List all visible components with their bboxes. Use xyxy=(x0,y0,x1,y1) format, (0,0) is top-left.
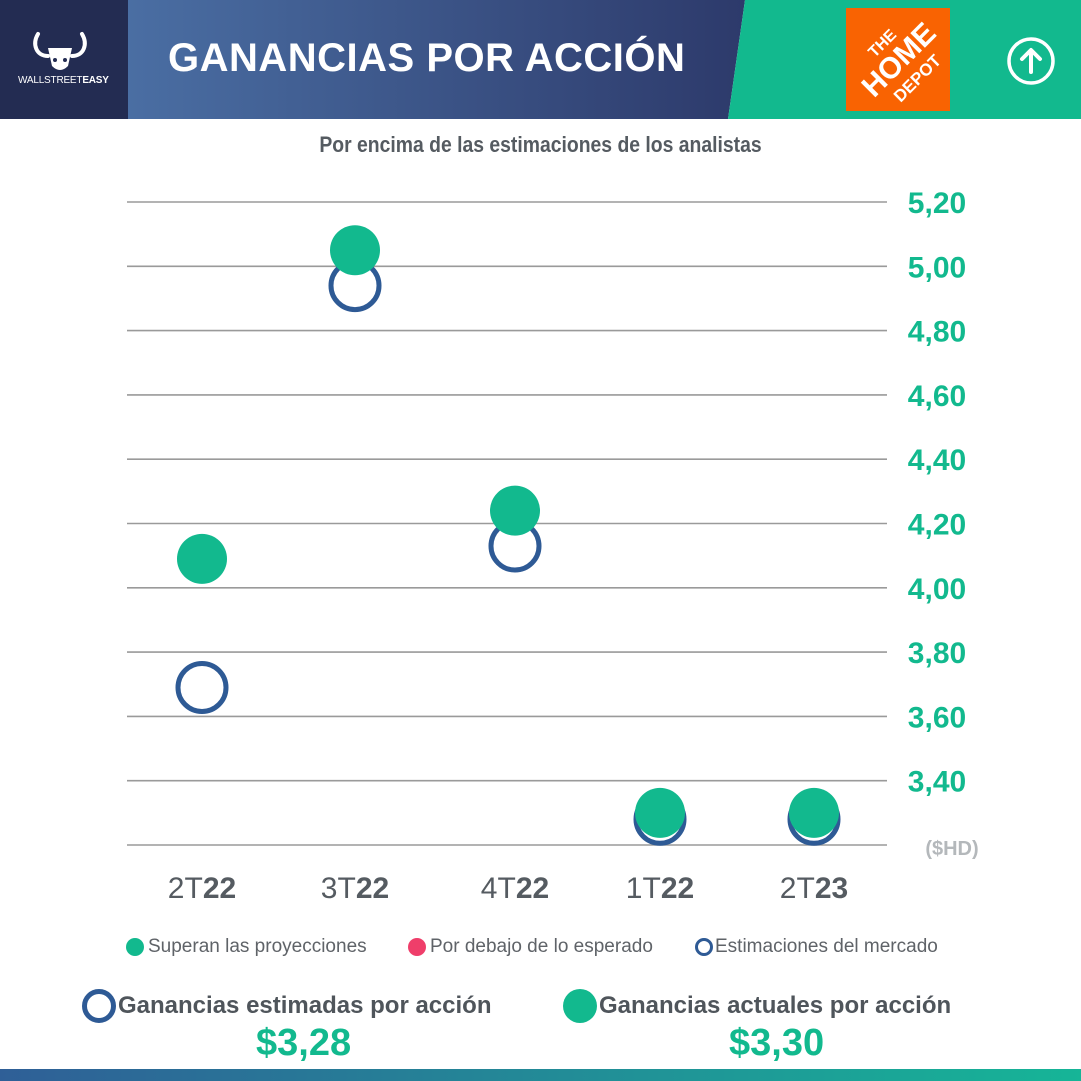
brand-name: WALLSTREETEASY xyxy=(18,75,109,86)
x-tick-label: 1T22 xyxy=(626,872,694,905)
actual-point xyxy=(789,787,839,838)
y-axis-ticks: 5,20 5,00 4,80 4,60 4,40 4,20 4,00 3,80 3,60 3,40 xyxy=(908,187,966,799)
actual-point xyxy=(635,787,685,838)
x-axis-labels: 2T22 3T22 4T22 1T22 2T23 xyxy=(168,872,848,905)
estimate-point xyxy=(175,660,229,714)
actual-point xyxy=(330,225,380,276)
legend-label-below: Por debajo de lo esperado xyxy=(430,936,653,957)
legend-label-estimate: Estimaciones del mercado xyxy=(715,936,938,957)
estimated-eps-label: Ganancias estimadas por acción xyxy=(118,992,492,1019)
x-tick-label: 2T23 xyxy=(780,872,848,905)
y-tick-label: 4,20 xyxy=(908,509,966,542)
actual-eps-label-row: Ganancias actuales por acción xyxy=(563,986,951,1026)
y-tick-label: 4,60 xyxy=(908,380,966,413)
y-tick-label: 4,00 xyxy=(908,573,966,606)
actual-point xyxy=(177,533,227,584)
legend-item-above: Superan las proyecciones xyxy=(126,933,367,961)
home-depot-logo: THE HOME DEPOT xyxy=(846,8,950,111)
red-dot-icon xyxy=(408,938,426,956)
header-banner: WALLSTREETEASY GANANCIAS POR ACCIÓN THE … xyxy=(0,0,1081,119)
y-tick-label: 3,80 xyxy=(908,637,966,670)
y-tick-label: 4,40 xyxy=(908,444,966,477)
unit-label: ($HD) xyxy=(925,838,978,860)
estimated-eps-value: $3,28 xyxy=(256,1022,352,1064)
bottom-gradient-bar xyxy=(0,1069,1081,1081)
legend-label-above: Superan las proyecciones xyxy=(148,936,367,957)
chart-subtitle: Por encima de las estimaciones de los an… xyxy=(319,132,762,157)
bull-logo-icon xyxy=(33,32,87,70)
actual-eps-label: Ganancias actuales por acción xyxy=(599,992,952,1019)
x-tick-label: 4T22 xyxy=(481,872,549,905)
y-tick-label: 3,60 xyxy=(908,701,966,734)
actual-point xyxy=(490,485,540,536)
actual-eps-value: $3,30 xyxy=(729,1022,825,1064)
estimated-eps-label-row: Ganancias estimadas por acción xyxy=(82,986,492,1026)
y-tick-label: 5,00 xyxy=(908,251,966,284)
header-background xyxy=(0,0,1081,119)
blue-ring-icon xyxy=(82,989,116,1023)
data-points xyxy=(175,225,841,846)
page-title: GANANCIAS POR ACCIÓN xyxy=(168,36,686,80)
y-tick-label: 3,40 xyxy=(908,766,966,799)
x-tick-label: 3T22 xyxy=(321,872,389,905)
y-tick-label: 5,20 xyxy=(908,187,966,220)
legend-item-estimate: Estimaciones del mercado xyxy=(695,933,938,961)
blue-ring-icon xyxy=(695,938,713,956)
x-tick-label: 2T22 xyxy=(168,872,236,905)
y-tick-label: 4,80 xyxy=(908,316,966,349)
legend-item-below: Por debajo de lo esperado xyxy=(408,933,653,961)
green-dot-icon xyxy=(563,989,597,1023)
green-dot-icon xyxy=(126,938,144,956)
arrow-up-circle-icon[interactable] xyxy=(1006,36,1056,86)
